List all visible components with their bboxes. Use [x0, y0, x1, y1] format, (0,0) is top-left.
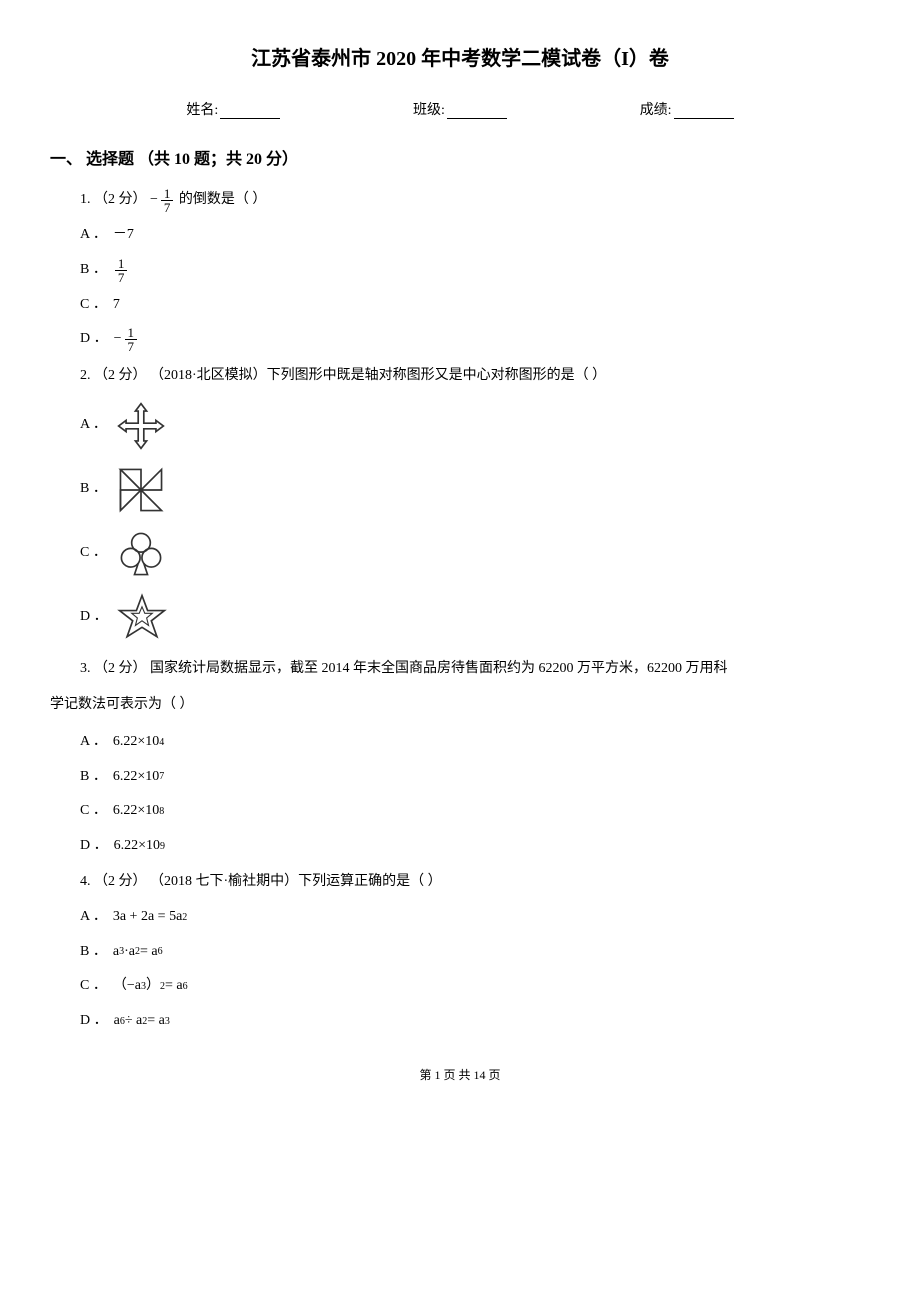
q1-option-c: C ． 7 — [80, 292, 870, 319]
q2-b-label: B ． — [80, 476, 107, 503]
q2-option-b: B ． — [80, 462, 870, 518]
class-field: 班级: — [413, 98, 507, 125]
q4-c-e3: 6 — [183, 977, 188, 996]
q1-d-frac: − 17 — [114, 326, 139, 353]
name-label: 姓名: — [186, 98, 218, 125]
q4-d-p3: = a — [147, 1008, 165, 1035]
q3-a-base: 6.22×10 — [113, 729, 159, 756]
q4-c-p1: （−a — [113, 973, 141, 1000]
q1-d-num: 1 — [125, 326, 138, 340]
q3-d-exp: 9 — [160, 837, 165, 856]
name-blank — [220, 103, 280, 119]
q3-b-label: B ． — [80, 764, 107, 791]
score-field: 成绩: — [640, 98, 734, 125]
cross-arrows-icon — [113, 398, 169, 454]
q3-option-a: A ． 6.22×104 — [80, 729, 870, 756]
q4-option-d: D ． a6 ÷ a2 = a3 — [80, 1008, 870, 1035]
q2-d-label: D ． — [80, 604, 108, 631]
section-1-header: 一、 选择题 （共 10 题；共 20 分） — [50, 145, 870, 175]
q1-fraction: − 17 — [150, 187, 175, 214]
q4-c-label: C ． — [80, 973, 107, 1000]
q4-b-e3: 6 — [158, 942, 163, 961]
q1-text: 1. （2 分） − 17 的倒数是（ ） — [80, 187, 870, 214]
q4-option-a: A ． 3a + 2a = 5a2 — [80, 904, 870, 931]
q1-number: 1. （2 分） — [80, 192, 147, 207]
q4-c-p3: = a — [165, 973, 183, 1000]
q2-option-c: C ． — [80, 526, 870, 582]
q1-b-label: B ． — [80, 257, 107, 284]
page-footer: 第 1 页 共 14 页 — [50, 1064, 870, 1087]
question-4: 4. （2 分） （2018 七下·榆社期中）下列运算正确的是（ ） A ． 3… — [80, 869, 870, 1034]
club-icon — [113, 526, 169, 582]
q3-c-exp: 8 — [159, 802, 164, 821]
q1-option-d: D ． − 17 — [80, 326, 870, 353]
q2-a-label: A ． — [80, 412, 107, 439]
q1-d-label: D ． — [80, 326, 108, 353]
q3-a-label: A ． — [80, 729, 107, 756]
q3-b-base: 6.22×10 — [113, 764, 159, 791]
q4-d-e3: 3 — [165, 1012, 170, 1031]
question-3: 3. （2 分） 国家统计局数据显示，截至 2014 年末全国商品房待售面积约为… — [80, 656, 870, 683]
class-label: 班级: — [413, 98, 445, 125]
page-title: 江苏省泰州市 2020 年中考数学二模试卷（I）卷 — [50, 40, 870, 78]
q1-b-num: 1 — [115, 257, 128, 271]
q3-a-exp: 4 — [159, 733, 164, 752]
q3-text: 3. （2 分） 国家统计局数据显示，截至 2014 年末全国商品房待售面积约为… — [80, 656, 870, 683]
q1-d-den: 7 — [125, 340, 138, 353]
q4-a-exp: 2 — [182, 908, 187, 927]
q4-a-text: 3a + 2a = 5a — [113, 904, 182, 931]
q3-continued: 学记数法可表示为（ ） — [50, 692, 870, 719]
info-row: 姓名: 班级: 成绩: — [50, 98, 870, 125]
q3-d-base: 6.22×10 — [114, 833, 160, 860]
question-1: 1. （2 分） − 17 的倒数是（ ） A ． －7 B ． 17 C ． … — [80, 187, 870, 353]
q2-c-label: C ． — [80, 540, 107, 567]
q1-text-b: 的倒数是（ ） — [179, 192, 267, 207]
q3-b-exp: 7 — [159, 767, 164, 786]
q1-c-text: 7 — [113, 292, 120, 319]
q3-d-label: D ． — [80, 833, 108, 860]
score-label: 成绩: — [640, 98, 672, 125]
q4-option-b: B ． a3·a2 = a6 — [80, 939, 870, 966]
q4-b-p2: ·a — [124, 939, 135, 966]
q3-option-d: D ． 6.22×109 — [80, 833, 870, 860]
q1-a-label: A ． — [80, 222, 107, 249]
q4-a-label: A ． — [80, 904, 107, 931]
q1-a-text: －7 — [113, 222, 134, 249]
q4-option-c: C ． （−a3）2 = a6 — [80, 973, 870, 1000]
q1-option-b: B ． 17 — [80, 257, 870, 284]
q4-b-label: B ． — [80, 939, 107, 966]
pinwheel-icon — [113, 462, 169, 518]
q1-option-a: A ． －7 — [80, 222, 870, 249]
q1-frac-den: 7 — [161, 201, 174, 214]
class-blank — [447, 103, 507, 119]
q2-text: 2. （2 分） （2018·北区模拟）下列图形中既是轴对称图形又是中心对称图形… — [80, 363, 870, 390]
star-icon — [114, 590, 170, 646]
q3-option-c: C ． 6.22×108 — [80, 798, 870, 825]
name-field: 姓名: — [186, 98, 280, 125]
q4-b-p3: = a — [140, 939, 158, 966]
q2-option-a: A ． — [80, 398, 870, 454]
q3-c-label: C ． — [80, 798, 107, 825]
q2-option-d: D ． — [80, 590, 870, 646]
question-3-options: A ． 6.22×104 B ． 6.22×107 C ． 6.22×108 D… — [80, 729, 870, 859]
q4-text: 4. （2 分） （2018 七下·榆社期中）下列运算正确的是（ ） — [80, 869, 870, 896]
q1-frac-num: 1 — [161, 187, 174, 201]
q3-c-base: 6.22×10 — [113, 798, 159, 825]
q4-d-p2: ÷ a — [125, 1008, 142, 1035]
q4-c-p2: ） — [146, 973, 160, 1000]
question-2: 2. （2 分） （2018·北区模拟）下列图形中既是轴对称图形又是中心对称图形… — [80, 363, 870, 646]
q1-b-frac: 17 — [113, 257, 130, 284]
q1-b-den: 7 — [115, 271, 128, 284]
q4-d-label: D ． — [80, 1008, 108, 1035]
score-blank — [674, 103, 734, 119]
q3-option-b: B ． 6.22×107 — [80, 764, 870, 791]
q1-c-label: C ． — [80, 292, 107, 319]
